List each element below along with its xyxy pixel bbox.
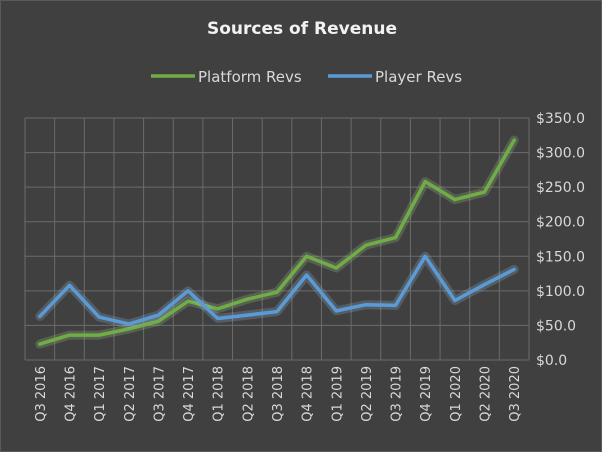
series-lines xyxy=(40,140,514,344)
y-tick-label: $50.0 xyxy=(536,318,576,334)
x-tick-label: Q3 2019 xyxy=(390,366,405,422)
x-tick-label: Q2 2019 xyxy=(360,366,375,422)
gridlines xyxy=(25,118,529,360)
x-tick-label: Q2 2017 xyxy=(123,366,138,422)
legend-label: Platform Revs xyxy=(198,68,302,86)
y-axis-ticks: $0.0 $50.0 $100.0 $150.0 $200.0 $250.0 $300.0 $… xyxy=(536,111,585,369)
x-tick-label: Q4 2016 xyxy=(63,366,78,422)
y-tick-label: $100.0 xyxy=(536,284,585,300)
legend: Platform Revs Player Revs xyxy=(151,68,462,86)
x-tick-label: Q1 2020 xyxy=(449,366,464,422)
x-tick-label: Q4 2018 xyxy=(301,366,316,422)
y-tick-label: $200.0 xyxy=(536,215,585,231)
x-tick-label: Q3 2020 xyxy=(508,366,523,422)
x-tick-label: Q1 2019 xyxy=(330,366,345,422)
x-axis-ticks: Q3 2016 Q4 2016 Q1 2017 Q2 2017 Q3 2017 Q4 20… xyxy=(34,366,523,422)
y-tick-label: $250.0 xyxy=(536,180,585,196)
x-tick-label: Q3 2018 xyxy=(271,366,286,422)
y-tick-label: $150.0 xyxy=(536,249,585,265)
y-tick-label: $350.0 xyxy=(536,111,585,127)
y-tick-label: $300.0 xyxy=(536,146,585,162)
x-tick-label: Q2 2018 xyxy=(241,366,256,422)
x-tick-label: Q1 2018 xyxy=(212,366,227,422)
x-tick-label: Q3 2016 xyxy=(34,366,49,422)
x-tick-label: Q1 2017 xyxy=(93,366,108,422)
x-tick-label: Q3 2017 xyxy=(152,366,167,422)
x-tick-label: Q2 2020 xyxy=(479,366,494,422)
legend-label: Player Revs xyxy=(375,68,462,86)
x-tick-label: Q4 2019 xyxy=(419,366,434,422)
x-tick-label: Q4 2017 xyxy=(182,366,197,422)
y-tick-label: $0.0 xyxy=(536,353,567,369)
